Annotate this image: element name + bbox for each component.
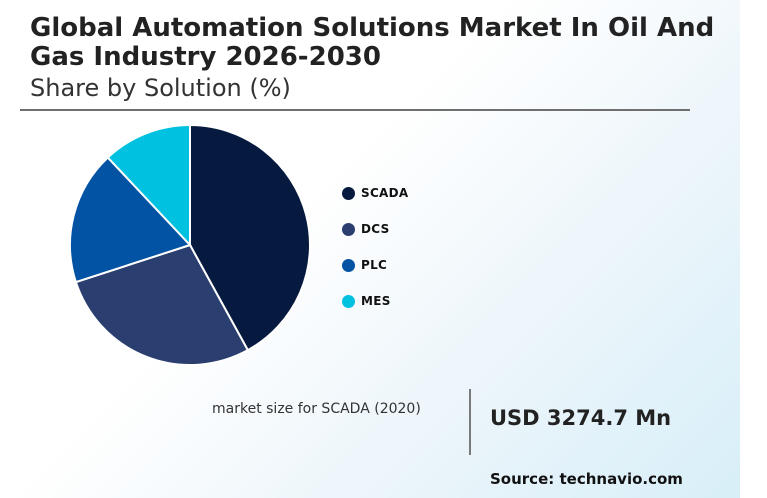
market-size-divider xyxy=(469,389,471,455)
legend-item-dcs: DCS xyxy=(342,211,408,247)
legend-item-mes: MES xyxy=(342,283,408,319)
market-size-label: market size for SCADA (2020) xyxy=(212,401,421,417)
legend-label-mes: MES xyxy=(361,294,391,308)
chart-subtitle: Share by Solution (%) xyxy=(30,74,291,102)
legend-item-scada: SCADA xyxy=(342,175,408,211)
title-divider xyxy=(20,109,690,111)
pie-slice-mes xyxy=(106,123,191,248)
legend-item-plc: PLC xyxy=(342,247,408,283)
pie-slice-plc xyxy=(69,156,192,284)
legend-label-scada: SCADA xyxy=(361,186,409,200)
pie-chart xyxy=(60,115,320,375)
legend-swatch-dcs xyxy=(342,222,355,236)
legend-label-dcs: DCS xyxy=(361,222,390,236)
legend-swatch-scada xyxy=(342,186,355,200)
legend-swatch-plc xyxy=(342,258,355,272)
pie-svg xyxy=(69,123,311,366)
source-credit: Source: technavio.com xyxy=(490,470,683,488)
legend-label-plc: PLC xyxy=(361,258,388,272)
legend-swatch-mes xyxy=(342,294,355,308)
chart-legend: SCADA DCS PLC MES xyxy=(342,175,408,319)
chart-title: Global Automation Solutions Market In Oi… xyxy=(30,13,715,72)
right-margin-strip xyxy=(740,0,767,498)
pie-slice-dcs xyxy=(74,243,250,366)
market-size-value: USD 3274.7 Mn xyxy=(490,406,672,430)
pie-slice-scada xyxy=(189,123,311,352)
